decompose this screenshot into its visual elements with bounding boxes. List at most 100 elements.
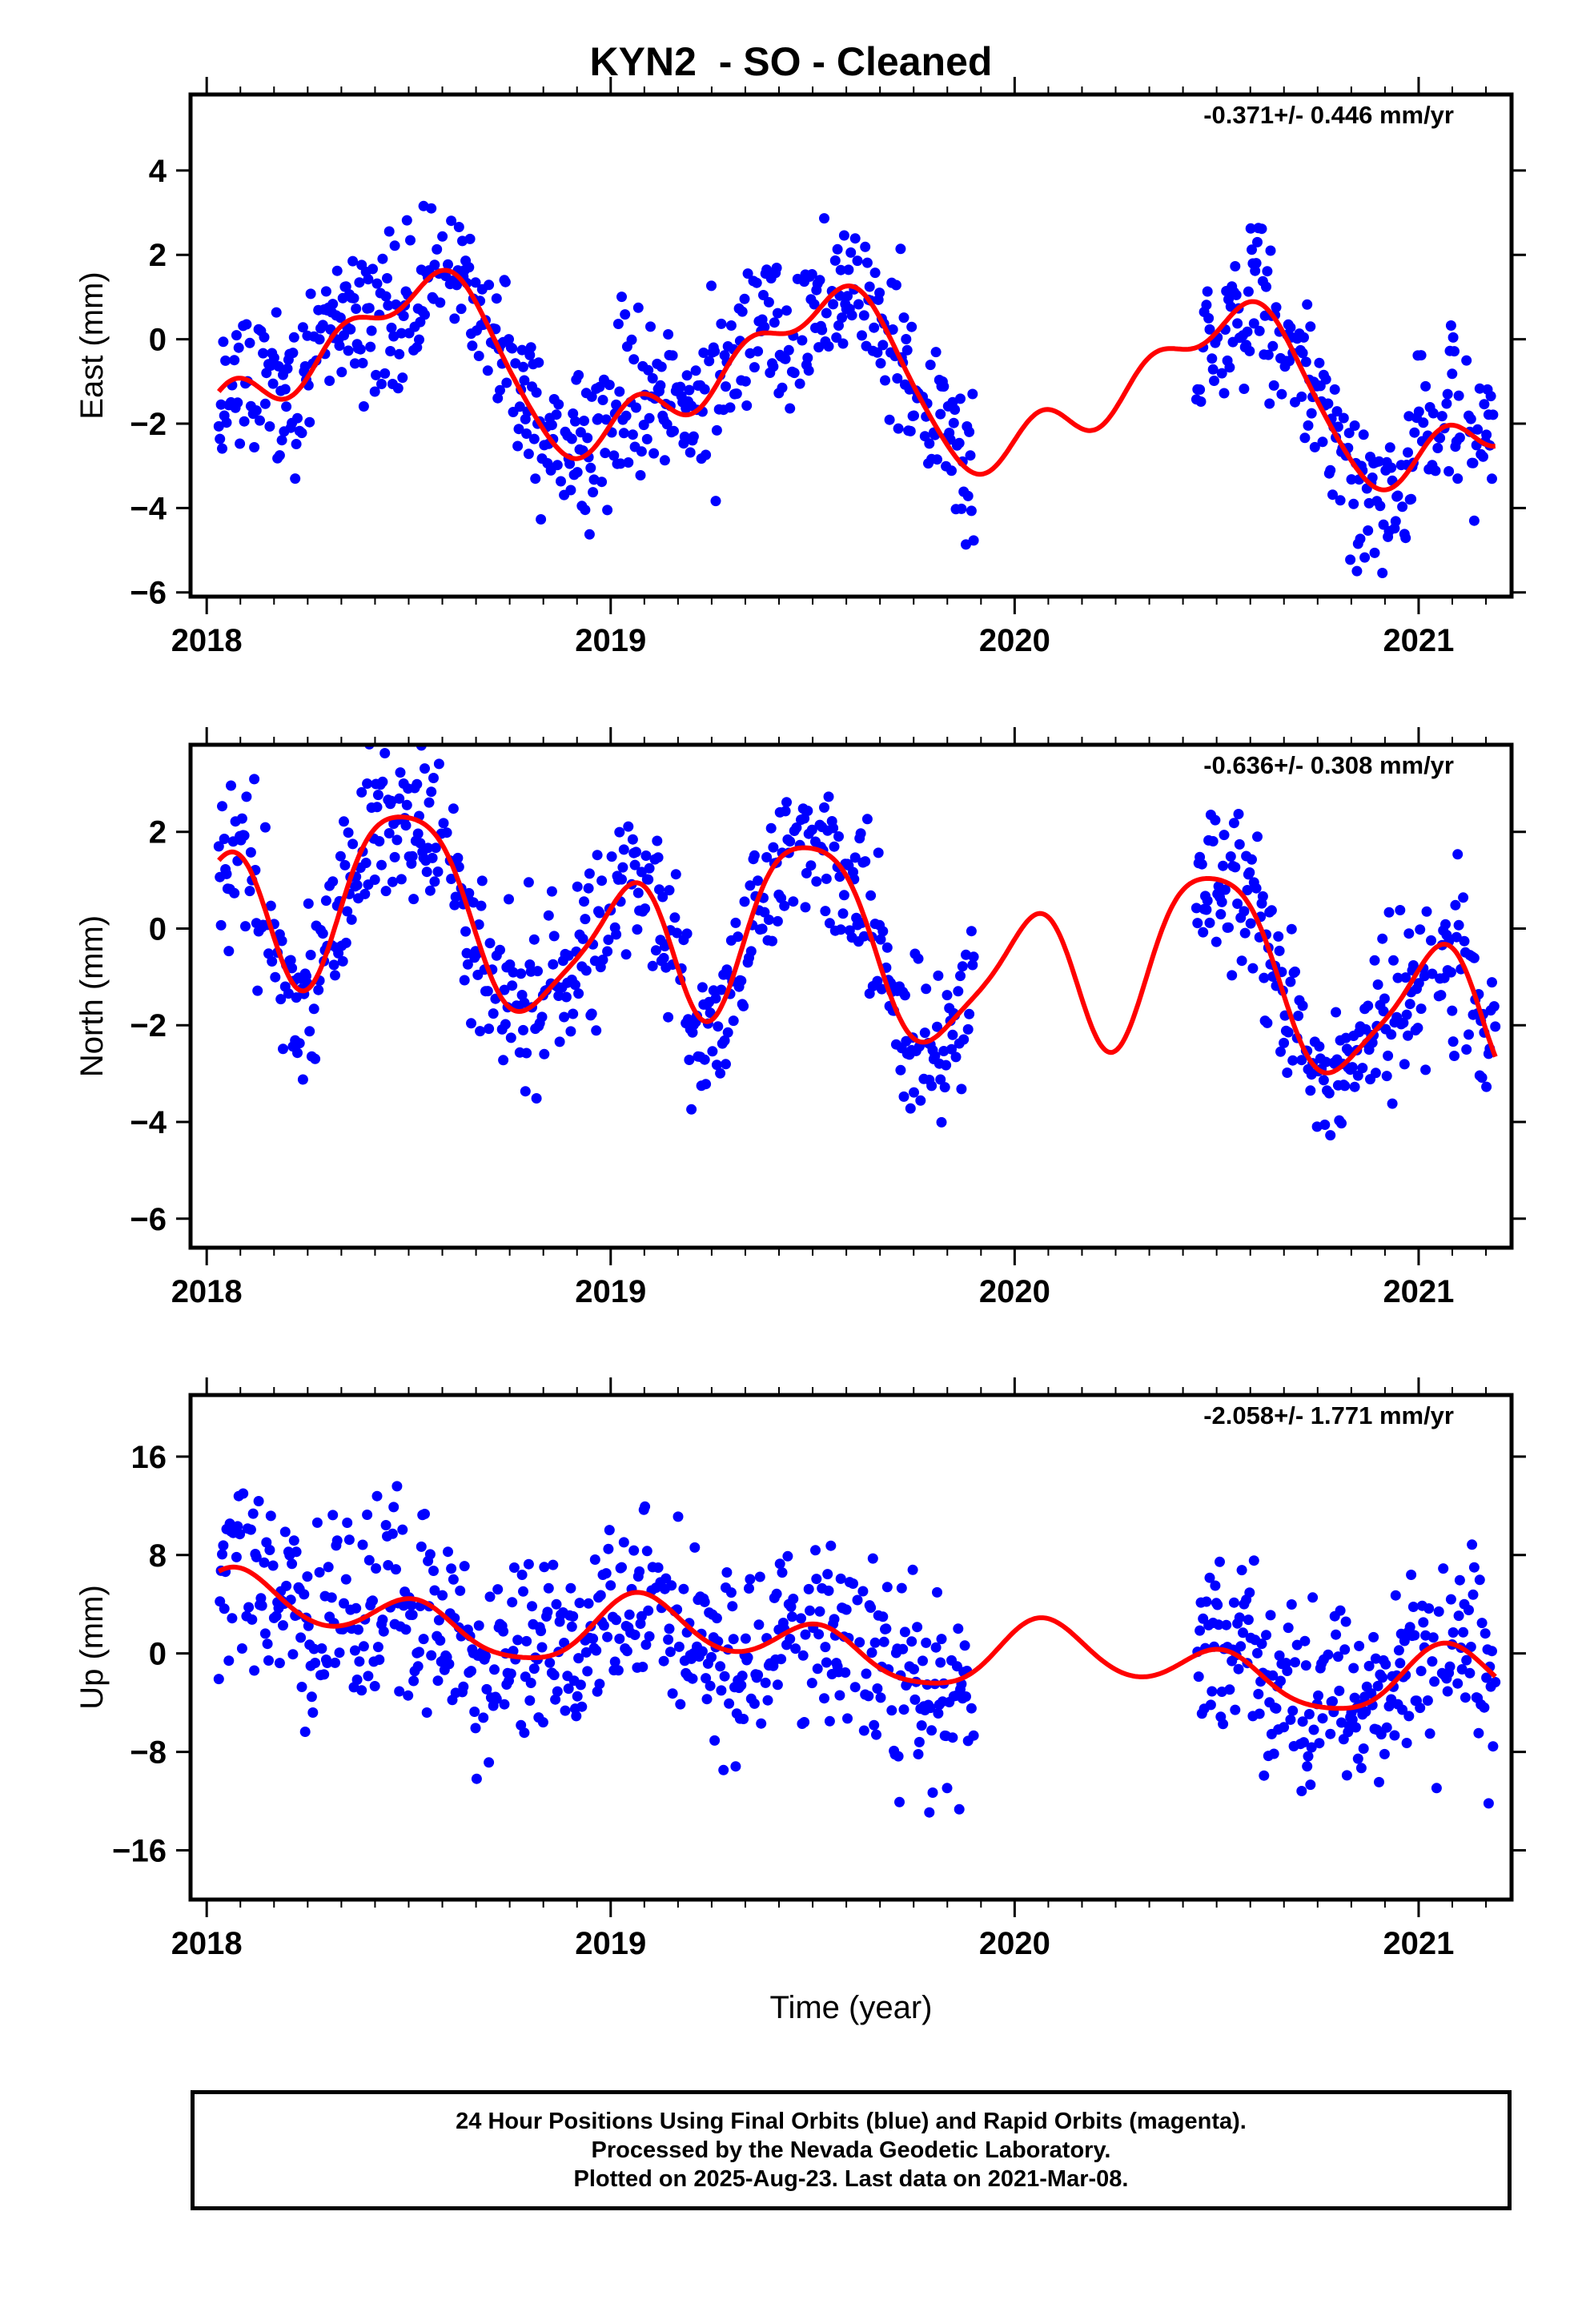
data-point bbox=[1390, 1590, 1401, 1601]
data-point bbox=[1245, 223, 1256, 234]
data-points bbox=[213, 1481, 1501, 1818]
data-point bbox=[435, 297, 446, 308]
data-point bbox=[462, 959, 473, 970]
data-point bbox=[504, 334, 514, 345]
data-point bbox=[536, 1011, 548, 1023]
data-point bbox=[376, 859, 387, 870]
y-tick-label: −8 bbox=[130, 1735, 167, 1771]
data-point bbox=[688, 431, 699, 442]
data-point bbox=[507, 980, 518, 991]
data-point bbox=[1201, 904, 1212, 915]
data-point bbox=[616, 874, 627, 885]
data-point bbox=[424, 797, 435, 808]
data-point bbox=[1458, 1626, 1469, 1638]
data-point bbox=[362, 1510, 373, 1520]
data-point bbox=[528, 934, 540, 945]
data-point bbox=[516, 344, 528, 356]
data-point bbox=[1468, 1562, 1480, 1573]
data-point bbox=[1479, 1702, 1490, 1713]
data-point bbox=[380, 291, 391, 302]
data-point bbox=[264, 1545, 275, 1555]
data-point bbox=[647, 372, 658, 384]
data-point bbox=[403, 1690, 414, 1701]
data-point bbox=[1318, 1075, 1329, 1086]
data-point bbox=[400, 1624, 412, 1635]
data-point bbox=[324, 376, 335, 386]
data-point bbox=[1254, 325, 1265, 336]
data-point bbox=[893, 1751, 904, 1762]
data-point bbox=[392, 383, 404, 394]
data-point bbox=[1195, 396, 1207, 407]
data-point bbox=[710, 496, 721, 507]
data-point bbox=[602, 1631, 613, 1642]
data-point bbox=[1420, 380, 1431, 392]
data-point bbox=[640, 903, 651, 915]
data-point bbox=[1204, 1572, 1215, 1583]
data-point bbox=[835, 264, 846, 275]
data-point bbox=[964, 1008, 975, 1019]
data-point bbox=[665, 1647, 676, 1658]
data-point bbox=[761, 852, 773, 862]
data-point bbox=[957, 961, 968, 972]
data-point bbox=[842, 1713, 853, 1724]
data-point bbox=[331, 265, 343, 276]
data-point bbox=[656, 361, 667, 372]
data-point bbox=[247, 1614, 258, 1625]
data-point bbox=[1415, 1003, 1427, 1015]
data-point bbox=[1224, 362, 1235, 373]
data-point bbox=[912, 1622, 923, 1633]
data-point bbox=[1261, 281, 1271, 292]
data-point bbox=[1374, 456, 1384, 467]
data-point bbox=[1259, 972, 1270, 983]
data-point bbox=[1400, 972, 1411, 983]
data-point bbox=[898, 312, 909, 324]
data-point bbox=[1390, 516, 1401, 527]
data-point bbox=[659, 455, 670, 466]
data-point bbox=[456, 304, 467, 315]
data-point bbox=[1279, 1037, 1290, 1048]
data-point bbox=[553, 399, 564, 410]
data-point bbox=[1352, 1753, 1363, 1764]
data-point bbox=[837, 312, 848, 324]
data-point bbox=[763, 915, 774, 925]
data-point bbox=[279, 384, 291, 395]
data-point bbox=[790, 1643, 801, 1655]
data-point bbox=[236, 813, 247, 824]
data-point bbox=[1253, 1688, 1264, 1699]
data-point bbox=[942, 1783, 953, 1794]
data-point bbox=[229, 887, 240, 899]
data-point bbox=[1302, 299, 1313, 310]
data-point bbox=[251, 1551, 262, 1562]
data-point bbox=[1397, 1704, 1408, 1715]
data-point bbox=[1283, 1027, 1294, 1038]
data-point bbox=[478, 1712, 489, 1723]
x-tick-label: 2018 bbox=[171, 623, 243, 658]
data-point bbox=[962, 490, 974, 501]
data-point bbox=[371, 278, 383, 289]
data-point bbox=[1358, 429, 1369, 440]
data-point bbox=[270, 971, 281, 983]
data-point bbox=[834, 871, 845, 883]
data-point bbox=[347, 255, 359, 267]
data-point bbox=[705, 1007, 716, 1019]
data-point bbox=[572, 1691, 583, 1702]
data-point bbox=[661, 1573, 672, 1584]
data-point bbox=[753, 1619, 765, 1630]
data-point bbox=[1452, 473, 1464, 485]
data-point bbox=[772, 308, 783, 319]
data-point bbox=[560, 1705, 571, 1716]
data-point bbox=[946, 465, 957, 476]
data-point bbox=[644, 862, 655, 874]
data-point bbox=[221, 417, 232, 428]
data-point bbox=[1481, 429, 1492, 440]
data-point bbox=[1424, 1728, 1435, 1739]
data-point bbox=[701, 1694, 713, 1705]
data-point bbox=[548, 959, 559, 970]
data-point bbox=[608, 450, 620, 461]
data-point bbox=[916, 1720, 927, 1731]
data-point bbox=[678, 1583, 689, 1594]
data-point bbox=[407, 1610, 418, 1620]
y-tick-label: 0 bbox=[149, 911, 167, 947]
data-point bbox=[1372, 979, 1383, 990]
data-point bbox=[736, 975, 747, 987]
